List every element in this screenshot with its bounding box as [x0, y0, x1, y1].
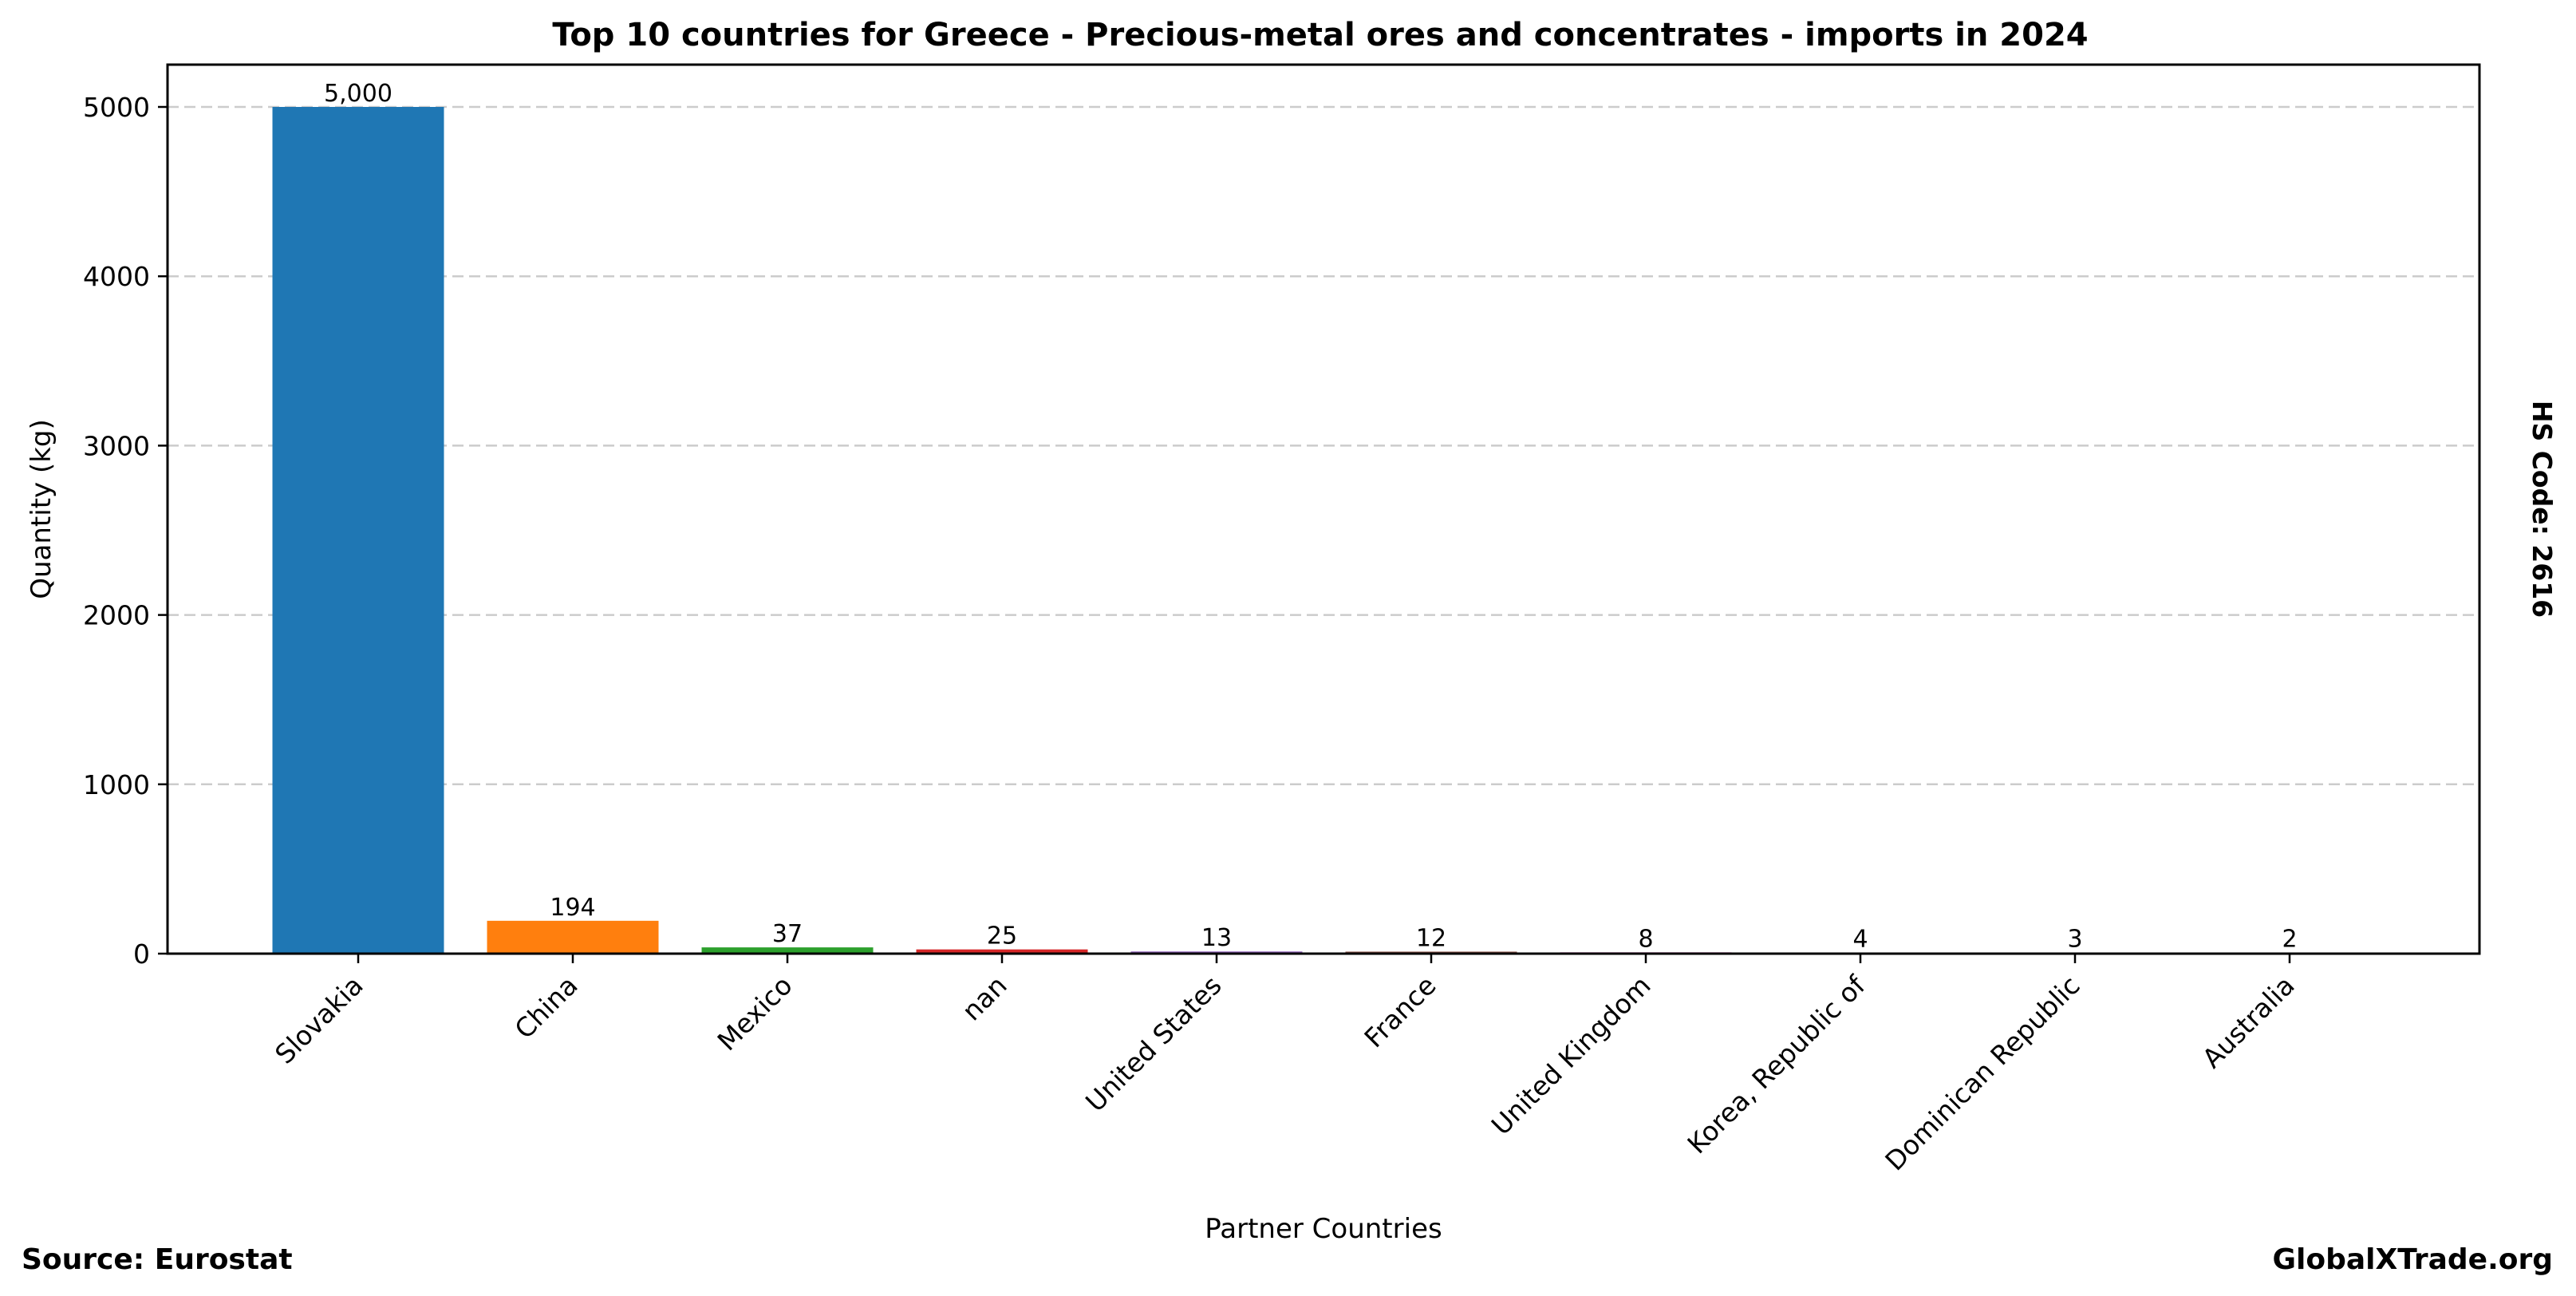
bar	[701, 947, 874, 954]
bar	[272, 107, 444, 954]
x-axis-label: Partner Countries	[1205, 1213, 1442, 1245]
x-tick-label: France	[1358, 970, 1442, 1053]
data-labels: 5,000 194 37 25 13 12 8 4 3 2	[324, 80, 2297, 954]
x-tick-label: Mexico	[712, 970, 799, 1057]
data-label: 194	[550, 894, 595, 922]
y-axis-ticks: 0 1000 2000 3000 4000 5000	[83, 92, 168, 970]
data-label: 12	[1416, 924, 1446, 952]
data-label: 3	[2067, 926, 2082, 954]
data-label: 5,000	[324, 80, 393, 108]
bar	[487, 920, 659, 954]
chart-title: Top 10 countries for Greece - Precious-m…	[552, 17, 2088, 53]
source-label: Source: Eurostat	[22, 1243, 293, 1276]
data-label: 37	[772, 920, 803, 948]
x-tick-label: United States	[1079, 970, 1228, 1118]
y-tick-label: 3000	[83, 430, 150, 461]
y-axis-label: Quantity (kg)	[26, 419, 57, 599]
y-tick-label: 4000	[83, 261, 150, 292]
data-label: 2	[2282, 926, 2297, 954]
data-label: 8	[1638, 925, 1653, 953]
y-tick-label: 5000	[83, 92, 150, 123]
y-tick-label: 2000	[83, 600, 150, 631]
data-label: 13	[1201, 924, 1232, 952]
gridlines	[168, 105, 2479, 786]
data-label: 25	[987, 923, 1017, 950]
plot-frame	[166, 63, 2481, 955]
y-tick-label: 1000	[83, 769, 150, 800]
x-tick-label: Slovakia	[269, 970, 369, 1070]
data-label: 4	[1852, 926, 1868, 954]
hs-code-label: HS Code: 2616	[2527, 401, 2558, 618]
x-tick-label: United Kingdom	[1485, 970, 1657, 1141]
y-tick-label: 0	[133, 938, 150, 970]
x-tick-label: nan	[956, 970, 1012, 1026]
x-tick-label: Dominican Republic	[1879, 970, 2085, 1176]
x-axis-ticks: Slovakia China Mexico nan United States Franc…	[269, 954, 2301, 1176]
x-tick-label: China	[508, 970, 583, 1045]
x-tick-label: Korea, Republic of	[1681, 969, 1872, 1160]
x-tick-label: Australia	[2196, 970, 2301, 1074]
brand-label: GlobalXTrade.org	[2272, 1243, 2553, 1276]
bars	[272, 107, 2376, 954]
bar	[916, 949, 1088, 954]
